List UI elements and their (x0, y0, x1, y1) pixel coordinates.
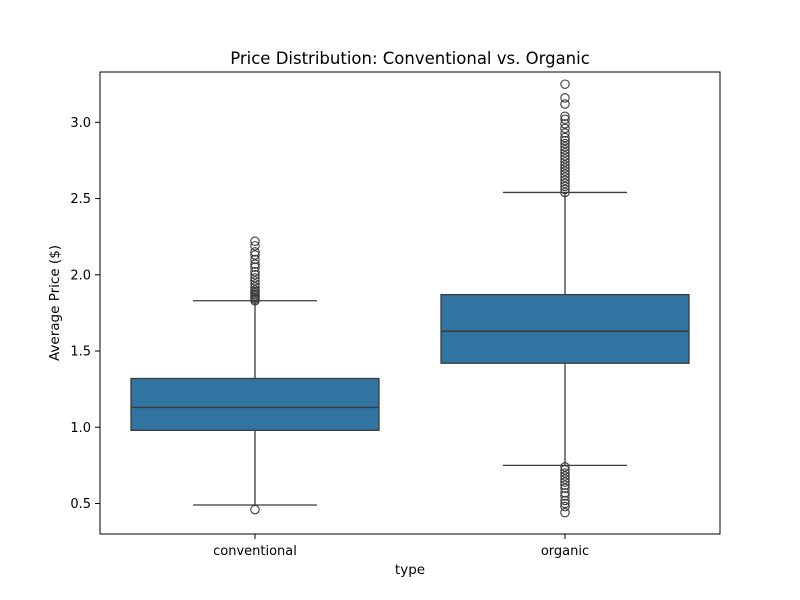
outlier-point (560, 148, 570, 158)
outlier-point (560, 491, 570, 501)
outlier-point (560, 187, 570, 198)
outlier-point (560, 160, 570, 170)
outlier-point (560, 99, 570, 109)
outlier-point (560, 178, 570, 189)
outlier-point (250, 273, 260, 283)
outlier-point (560, 138, 570, 149)
outlier-point (560, 462, 570, 472)
outlier-point (560, 132, 570, 143)
outlier-point (560, 498, 570, 509)
y-tick-label: 1.0 (70, 421, 91, 436)
outlier-point (560, 488, 570, 498)
outlier-point (560, 93, 570, 103)
chart-title: Price Distribution: Conventional vs. Org… (230, 49, 590, 68)
outlier-point (250, 254, 260, 265)
outlier-point (560, 501, 570, 512)
outlier-point (560, 184, 570, 195)
outlier-point (250, 247, 260, 257)
outlier-point (560, 151, 570, 161)
outlier-point (250, 279, 260, 289)
outlier-point (560, 154, 570, 164)
outlier-point (560, 474, 570, 484)
outlier-point (560, 123, 570, 134)
outlier-point (250, 250, 260, 260)
outlier-point (250, 270, 260, 280)
x-tick-label: conventional (213, 544, 297, 559)
x-tick-label: organic (541, 544, 589, 559)
box-organic (440, 79, 690, 518)
outlier-point (560, 111, 570, 121)
outlier-point (560, 135, 570, 146)
iqr-box (440, 293, 690, 364)
outlier-point (560, 172, 570, 182)
outlier-point (250, 285, 260, 295)
outlier-point (560, 128, 570, 138)
box-conventional (130, 236, 380, 515)
iqr-box (130, 377, 380, 431)
outlier-point (560, 468, 570, 478)
outlier-point (560, 495, 570, 506)
outlier-point (250, 262, 260, 272)
outlier-point (560, 477, 570, 487)
outlier-point (560, 175, 570, 186)
outlier-point (560, 163, 570, 173)
outlier-point (250, 266, 260, 277)
outlier-point (560, 471, 570, 481)
outlier-point (250, 259, 260, 269)
outlier-point (560, 166, 570, 176)
outlier-point (250, 236, 260, 246)
plot-frame (99, 71, 721, 535)
y-axis: 0.5 1.0 1.5 2.0 2.5 3.0 (70, 116, 100, 512)
y-tick-label: 1.5 (70, 345, 91, 360)
outlier-point (560, 157, 570, 167)
plot-area (130, 79, 690, 518)
outlier-point (560, 181, 570, 192)
outlier-point (560, 114, 570, 125)
y-tick-label: 2.5 (70, 192, 91, 207)
outlier-point (560, 79, 570, 89)
outlier-point (250, 276, 260, 286)
y-tick-label: 3.0 (70, 116, 91, 131)
outlier-point (250, 282, 260, 292)
outlier-point (560, 480, 570, 490)
y-tick-label: 0.5 (70, 497, 91, 512)
y-axis-label: Average Price ($) (47, 245, 63, 361)
outlier-point (560, 141, 570, 152)
x-axis: conventional organic (213, 534, 589, 559)
outlier-point (560, 169, 570, 179)
outlier-point (250, 504, 260, 515)
outlier-point (560, 483, 570, 494)
outlier-point (560, 119, 570, 129)
outlier-point (560, 465, 570, 475)
outlier-point (560, 145, 570, 155)
outlier-point (250, 241, 260, 251)
y-tick-label: 2.0 (70, 268, 91, 283)
x-axis-label: type (395, 562, 425, 578)
outlier-point (560, 507, 570, 518)
